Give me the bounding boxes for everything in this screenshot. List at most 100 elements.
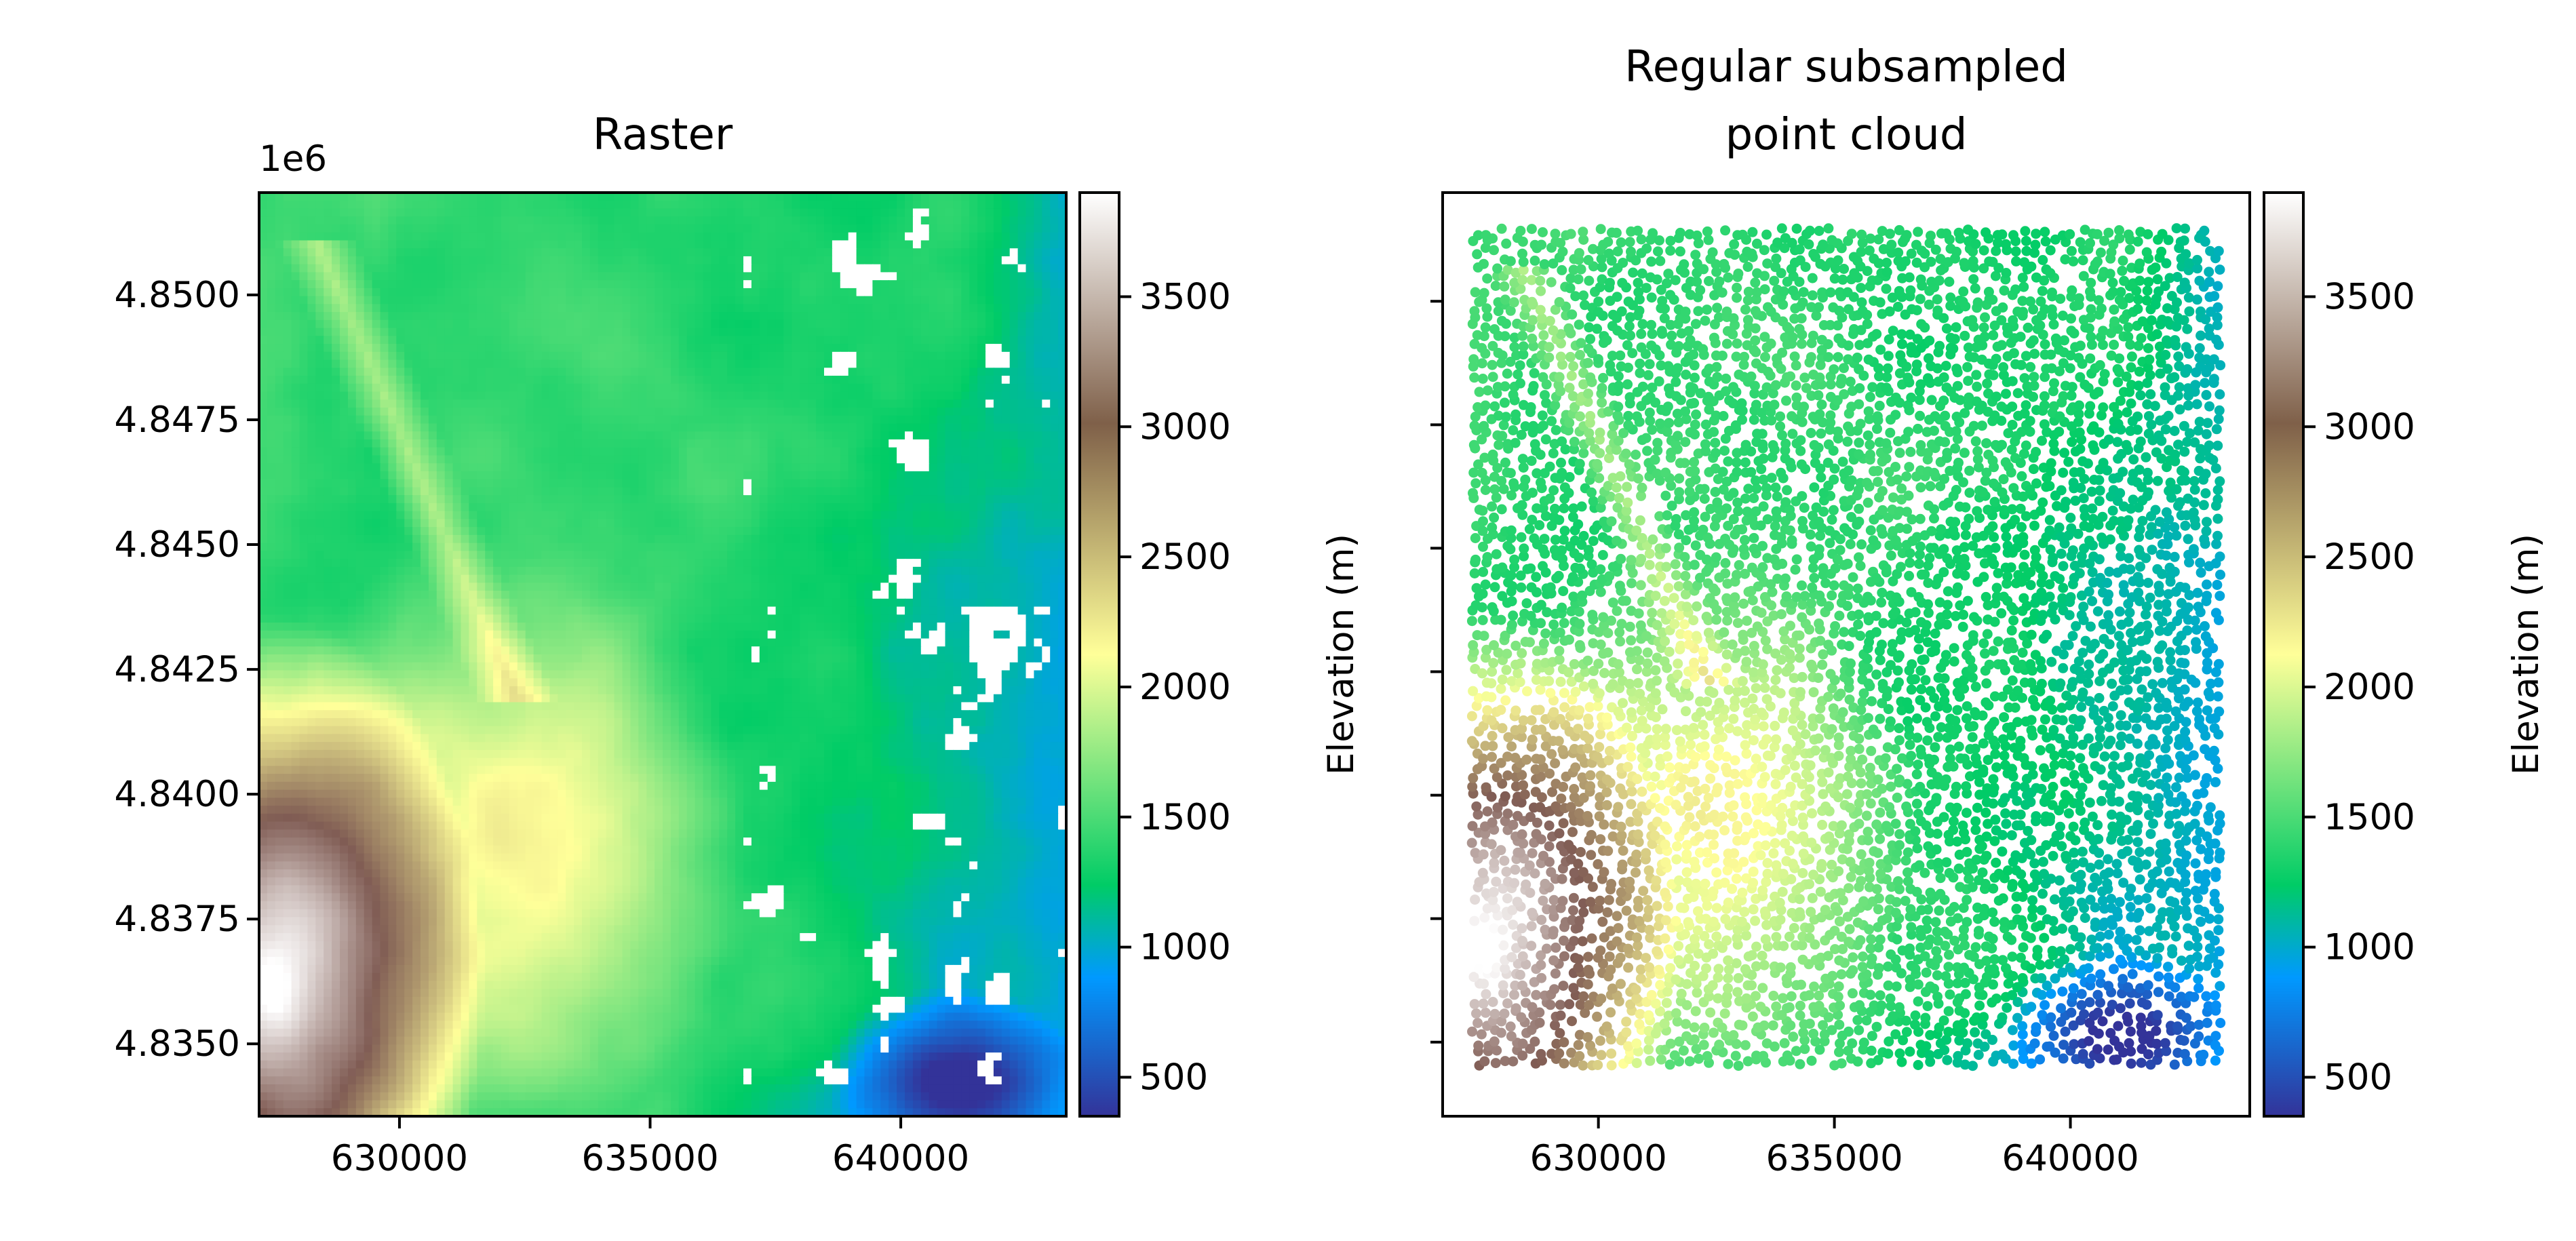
raster-cell bbox=[1042, 280, 1051, 289]
raster-cell bbox=[509, 503, 518, 512]
raster-cell bbox=[606, 503, 615, 512]
raster-cell bbox=[436, 534, 446, 544]
raster-cell bbox=[1058, 344, 1066, 353]
raster-cell bbox=[558, 471, 566, 480]
raster-cell bbox=[566, 383, 574, 393]
raster-cell bbox=[719, 193, 728, 201]
raster-cell bbox=[646, 232, 655, 241]
raster-cell bbox=[558, 200, 566, 210]
raster-cell bbox=[485, 232, 494, 241]
raster-cell bbox=[759, 280, 768, 289]
raster-cell bbox=[315, 208, 324, 218]
raster-cell bbox=[670, 431, 680, 440]
raster-cell bbox=[767, 193, 777, 201]
raster-cell bbox=[299, 319, 309, 329]
raster-cell bbox=[832, 439, 841, 448]
raster-cell bbox=[1001, 200, 1011, 210]
raster-cell bbox=[920, 208, 930, 218]
raster-cell bbox=[388, 551, 397, 559]
raster-cell bbox=[469, 319, 478, 329]
raster-cell bbox=[477, 431, 486, 440]
raster-cell bbox=[598, 376, 607, 385]
raster-cell bbox=[1026, 264, 1035, 273]
raster-cell bbox=[953, 415, 962, 425]
raster-cell bbox=[808, 232, 817, 241]
raster-cell bbox=[444, 423, 454, 433]
raster-cell bbox=[767, 527, 777, 536]
raster-cell bbox=[759, 351, 768, 361]
raster-cell bbox=[783, 534, 793, 544]
raster-cell bbox=[1058, 503, 1066, 512]
raster-cell bbox=[436, 408, 446, 416]
raster-cell bbox=[388, 391, 397, 401]
raster-cell bbox=[840, 383, 849, 393]
raster-cell bbox=[340, 527, 349, 536]
raster-cell bbox=[638, 527, 647, 536]
raster-cell bbox=[388, 319, 397, 329]
raster-cell bbox=[267, 583, 276, 591]
raster-cell bbox=[816, 471, 825, 480]
raster-cell bbox=[380, 511, 389, 520]
raster-cell bbox=[347, 351, 357, 361]
raster-cell bbox=[412, 328, 421, 337]
raster-cell bbox=[775, 415, 785, 425]
raster-cell bbox=[259, 240, 268, 249]
raster-cell bbox=[436, 399, 446, 408]
raster-cell bbox=[864, 232, 874, 241]
raster-cell bbox=[517, 583, 526, 591]
raster-cell bbox=[816, 447, 825, 456]
raster-cell bbox=[719, 455, 728, 465]
raster-cell bbox=[897, 296, 905, 305]
raster-cell bbox=[606, 566, 615, 576]
raster-cell bbox=[953, 391, 962, 401]
raster-cell bbox=[993, 351, 1002, 361]
raster-cell bbox=[735, 383, 744, 393]
raster-cell bbox=[299, 423, 309, 433]
raster-cell bbox=[404, 248, 413, 257]
raster-cell bbox=[307, 566, 317, 576]
raster-cell bbox=[461, 447, 470, 456]
raster-cell bbox=[549, 431, 559, 440]
raster-cell bbox=[549, 574, 559, 584]
raster-cell bbox=[275, 193, 284, 201]
raster-cell bbox=[638, 304, 647, 313]
raster-cell bbox=[840, 272, 849, 281]
raster-cell bbox=[646, 566, 655, 576]
raster-cell bbox=[856, 423, 865, 433]
raster-cell bbox=[638, 463, 647, 472]
raster-cell bbox=[889, 559, 897, 568]
raster-cell bbox=[501, 566, 510, 576]
raster-cell bbox=[1050, 447, 1059, 456]
raster-cell bbox=[969, 551, 978, 559]
raster-cell bbox=[452, 264, 462, 273]
raster-cell bbox=[864, 328, 874, 337]
raster-cell bbox=[315, 439, 324, 448]
raster-cell bbox=[598, 487, 607, 496]
raster-cell bbox=[509, 193, 518, 201]
raster-cell bbox=[324, 383, 332, 393]
raster-cell bbox=[759, 288, 768, 297]
raster-cell bbox=[340, 264, 349, 273]
raster-cell bbox=[388, 256, 397, 265]
raster-cell bbox=[355, 534, 365, 544]
raster-cell bbox=[743, 272, 752, 281]
raster-cell bbox=[703, 344, 712, 353]
raster-cell bbox=[783, 328, 793, 337]
raster-cell bbox=[452, 272, 462, 281]
raster-cell bbox=[872, 463, 882, 472]
raster-cell bbox=[775, 487, 785, 496]
raster-cell bbox=[751, 288, 760, 297]
raster-cell bbox=[533, 200, 543, 210]
raster-cell bbox=[856, 376, 865, 385]
raster-cell bbox=[808, 391, 817, 401]
raster-cell bbox=[670, 408, 680, 416]
raster-cell bbox=[582, 304, 591, 313]
raster-cell bbox=[929, 232, 938, 241]
raster-cell bbox=[1017, 566, 1027, 576]
raster-cell bbox=[421, 431, 429, 440]
raster-cell bbox=[727, 248, 736, 257]
raster-cell bbox=[347, 534, 357, 544]
raster-cell bbox=[275, 479, 284, 488]
raster-cell bbox=[541, 193, 551, 201]
raster-cell bbox=[816, 583, 825, 591]
